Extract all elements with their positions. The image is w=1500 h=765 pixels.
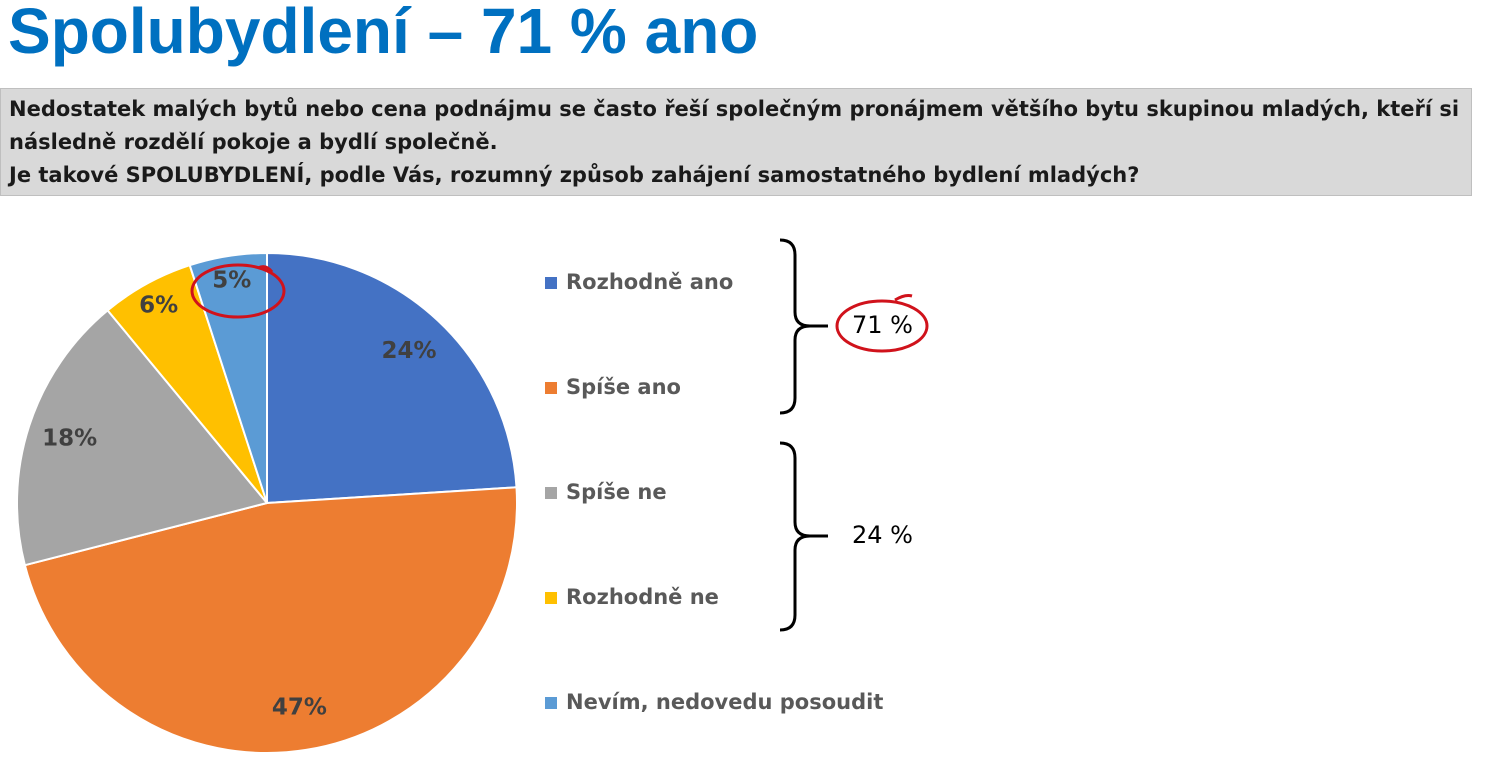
data-label: 6% [139, 292, 178, 318]
highlight-circle [835, 299, 929, 353]
pie-slice [23, 486, 518, 754]
legend-swatch [545, 592, 557, 604]
annotation: 71 % [852, 311, 913, 339]
title: Spolubydlení – 71 % ano [8, 0, 759, 67]
legend-label: Rozhodně ano [566, 270, 733, 294]
legend-swatch [545, 487, 557, 499]
question-text: Nedostatek malých bytů nebo cena podnájm… [9, 97, 1460, 154]
legend-swatch [545, 382, 557, 394]
data-label: 5% [212, 267, 251, 293]
highlight-stroke [257, 265, 274, 273]
legend-label: Spíše ano [566, 375, 681, 399]
question-box: Nedostatek malých bytů nebo cena podnájm… [0, 88, 1472, 196]
data-label: 47% [272, 694, 327, 720]
highlight-circle [190, 263, 286, 319]
pie-slice [266, 251, 518, 505]
legend-label: Spíše ne [566, 480, 667, 504]
bracket [779, 441, 811, 632]
highlight-stroke [894, 294, 913, 302]
annotation: 24 % [852, 521, 913, 549]
bracket [779, 238, 811, 415]
data-label: 18% [42, 425, 97, 451]
pie-slice [16, 308, 269, 567]
legend-swatch [545, 277, 557, 289]
legend-label: Rozhodně ne [566, 585, 719, 609]
data-label: 24% [382, 338, 437, 364]
legend-swatch [545, 697, 557, 709]
question-text: Je takové SPOLUBYDLENÍ, podle Vás, rozum… [9, 163, 1140, 187]
legend-label: Nevím, nedovedu posoudit [566, 690, 883, 714]
